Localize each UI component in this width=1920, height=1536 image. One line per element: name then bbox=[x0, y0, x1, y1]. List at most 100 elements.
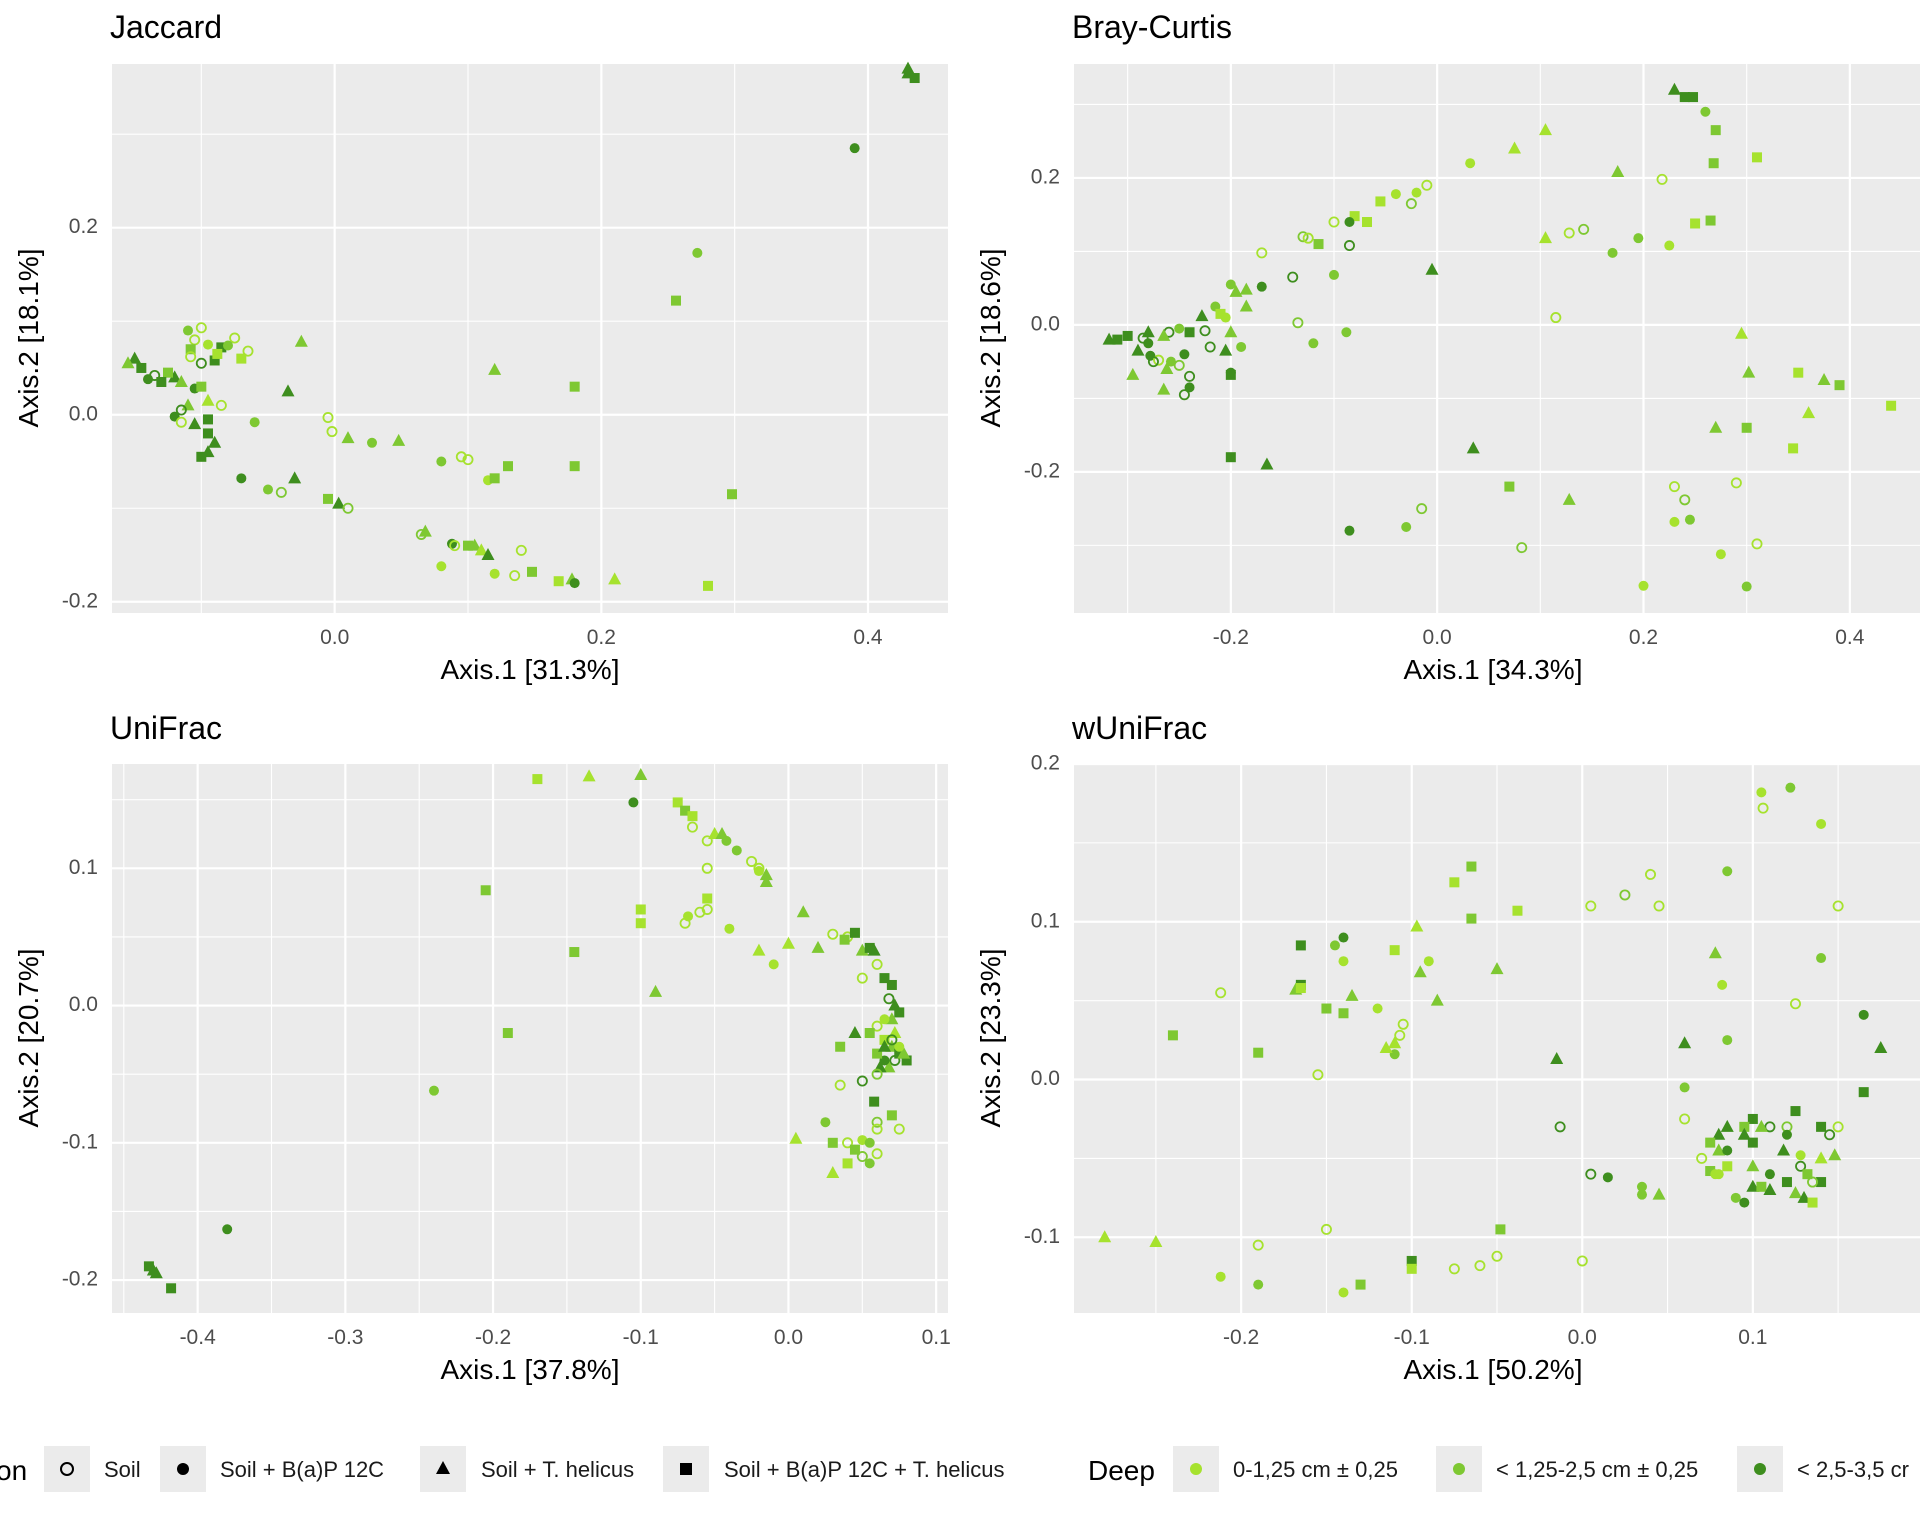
circle-point bbox=[1256, 281, 1267, 292]
open-circle-point bbox=[1421, 179, 1433, 191]
open-circle-point bbox=[1679, 494, 1691, 506]
circle-icon bbox=[1190, 1463, 1202, 1475]
triangle-point bbox=[188, 417, 202, 430]
triangle-point bbox=[201, 393, 215, 406]
circle-point bbox=[1411, 187, 1422, 198]
square-point bbox=[869, 1096, 880, 1107]
chart-title: wUniFrac bbox=[1071, 710, 1207, 746]
square-point bbox=[1406, 1255, 1417, 1266]
circle-point bbox=[1795, 1150, 1806, 1161]
x-tick-label: -0.3 bbox=[327, 1326, 363, 1349]
triangle-point bbox=[208, 435, 222, 448]
square-point bbox=[1466, 861, 1477, 872]
circle-point bbox=[1722, 1145, 1733, 1156]
triangle-point bbox=[1746, 1179, 1760, 1192]
square-point bbox=[1504, 481, 1515, 492]
triangle-point bbox=[1720, 1119, 1734, 1132]
square-point bbox=[1751, 152, 1762, 163]
triangle-point bbox=[877, 1039, 891, 1052]
circle-point bbox=[1308, 338, 1319, 349]
circle-point bbox=[724, 923, 735, 934]
square-point bbox=[1741, 422, 1752, 433]
y-tick-label: -0.2 bbox=[62, 1268, 98, 1291]
open-circle-point bbox=[455, 451, 467, 463]
square-point bbox=[1858, 1087, 1869, 1098]
circle-point bbox=[1253, 1279, 1264, 1290]
open-circle-point bbox=[883, 993, 895, 1005]
triangle-point bbox=[1538, 123, 1552, 136]
circle-point bbox=[436, 561, 447, 572]
open-circle-point bbox=[1645, 868, 1657, 880]
square-point bbox=[672, 797, 683, 808]
open-circle-point bbox=[1696, 1152, 1708, 1164]
triangle-point bbox=[1802, 406, 1816, 419]
square-point bbox=[1756, 1181, 1767, 1192]
triangle-point bbox=[1763, 1182, 1777, 1195]
triangle-point bbox=[811, 940, 825, 953]
y-tick-label: 0.2 bbox=[1031, 752, 1060, 775]
open-circle-point bbox=[694, 906, 706, 918]
legend-condition: on Soil Soil + B(a)P 12C Soil + T. helic… bbox=[0, 1446, 1004, 1492]
triangle-point bbox=[128, 351, 142, 364]
open-circle-point bbox=[1302, 232, 1314, 244]
square-point bbox=[1793, 367, 1804, 378]
circle-point bbox=[1684, 514, 1695, 525]
circle-point bbox=[1165, 356, 1176, 367]
square-point bbox=[1710, 125, 1721, 136]
plot-panel bbox=[112, 764, 948, 1313]
square-point bbox=[835, 1041, 846, 1052]
open-circle-point bbox=[834, 1079, 846, 1091]
legend-deep: Deep 0-1,25 cm ± 0,25 < 1,25-2,5 cm ± 0,… bbox=[1088, 1446, 1909, 1492]
square-point bbox=[1338, 1008, 1349, 1019]
y-axis-title: Axis.2 [23.3%] bbox=[975, 949, 1006, 1128]
gridlines bbox=[112, 64, 948, 613]
open-circle-point bbox=[1832, 1121, 1844, 1133]
circle-point bbox=[894, 1041, 905, 1052]
y-tick-label: 0.0 bbox=[69, 993, 98, 1016]
open-circle-point bbox=[1184, 370, 1196, 382]
square-point bbox=[1816, 1121, 1827, 1132]
square-point bbox=[635, 904, 646, 915]
circle-point bbox=[183, 325, 193, 336]
triangle-point bbox=[1102, 332, 1116, 345]
square-point bbox=[901, 1055, 912, 1066]
square-point bbox=[166, 1283, 177, 1294]
triangle-point bbox=[1814, 1151, 1828, 1164]
triangle-point bbox=[1490, 962, 1504, 975]
square-point bbox=[203, 428, 213, 439]
circle-point bbox=[436, 456, 447, 467]
square-point bbox=[532, 774, 543, 785]
square-point bbox=[1690, 218, 1701, 229]
square-point bbox=[209, 355, 220, 366]
triangle-point bbox=[146, 1263, 160, 1276]
triangle-point bbox=[1712, 1127, 1726, 1140]
y-tick-label: -0.1 bbox=[1024, 1225, 1060, 1248]
square-point bbox=[1495, 1224, 1506, 1235]
open-circle-point bbox=[1653, 900, 1665, 912]
x-tick-labels: -0.2 0.0 0.2 0.4 bbox=[1213, 626, 1865, 649]
open-circle-point bbox=[871, 1123, 883, 1135]
triangle-point bbox=[1388, 1036, 1402, 1049]
square-point bbox=[236, 353, 247, 364]
x-tick-label: 0.2 bbox=[1629, 626, 1658, 649]
circle-point bbox=[1816, 953, 1827, 964]
square-point bbox=[163, 367, 173, 378]
chart-unifrac: UniFrac -0.2 -0.1 0.0 0.1 -0.4 -0.3 -0.2… bbox=[13, 710, 951, 1385]
circle-point bbox=[753, 866, 764, 877]
legend-label: 0-1,25 cm ± 0,25 bbox=[1233, 1457, 1398, 1482]
y-tick-labels: -0.1 0.0 0.1 0.2 bbox=[1024, 752, 1060, 1248]
y-axis-title: Axis.2 [20.7%] bbox=[13, 949, 44, 1128]
square-point bbox=[503, 461, 513, 472]
square-point bbox=[1167, 1030, 1178, 1041]
square-point bbox=[1747, 1137, 1758, 1148]
square-point bbox=[1802, 1169, 1813, 1180]
square-point bbox=[1362, 217, 1373, 228]
x-axis-title: Axis.1 [31.3%] bbox=[441, 654, 620, 685]
legend-title: on bbox=[0, 1455, 27, 1486]
open-circle-point bbox=[1312, 1069, 1324, 1081]
gridlines bbox=[1074, 762, 1920, 1313]
open-circle-point bbox=[275, 486, 287, 498]
open-circle-point bbox=[893, 1123, 905, 1135]
circle-icon bbox=[1754, 1463, 1766, 1475]
triangle-point bbox=[1712, 1143, 1726, 1156]
